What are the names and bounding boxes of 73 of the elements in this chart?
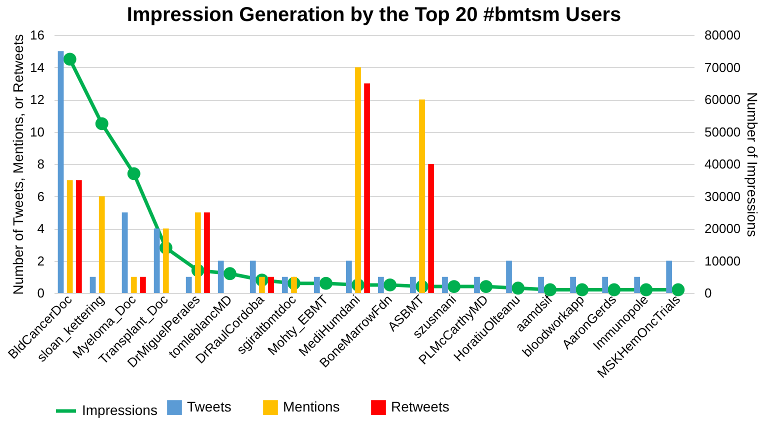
bar bbox=[98, 196, 105, 293]
legend-label: Retweets bbox=[391, 398, 450, 415]
y-tick-label: 0 bbox=[37, 286, 44, 300]
bar bbox=[218, 260, 224, 293]
bar bbox=[410, 276, 416, 293]
point bbox=[608, 283, 621, 296]
bar bbox=[194, 212, 201, 293]
bar bbox=[76, 180, 82, 293]
bar bbox=[378, 276, 384, 293]
bar bbox=[419, 100, 425, 293]
bar bbox=[666, 260, 672, 293]
point bbox=[512, 282, 525, 295]
bar bbox=[282, 276, 288, 293]
y-tick-label: 4 bbox=[37, 221, 44, 236]
bar bbox=[140, 276, 146, 293]
bar bbox=[291, 276, 297, 293]
bar bbox=[570, 276, 576, 293]
point bbox=[384, 278, 396, 292]
point bbox=[480, 280, 493, 294]
point bbox=[640, 283, 653, 296]
y2-tick-label: 50000 bbox=[704, 124, 741, 140]
y-tick-label: 8 bbox=[37, 156, 44, 172]
point bbox=[63, 52, 76, 66]
legend-label: Mentions bbox=[283, 398, 340, 415]
chart-title: Impression Generation by the Top 20 #bmtsm Users bbox=[126, 4, 622, 26]
bar bbox=[130, 276, 137, 293]
bar bbox=[122, 212, 128, 293]
bar bbox=[154, 228, 160, 293]
bar bbox=[259, 276, 265, 293]
bar bbox=[506, 260, 512, 293]
y-tick-label: 6 bbox=[37, 188, 44, 204]
bar bbox=[204, 212, 210, 293]
y2-axis-title: Number of Impressions bbox=[744, 92, 761, 237]
bar bbox=[346, 260, 352, 293]
y-tick-label: 12 bbox=[30, 92, 44, 107]
bar bbox=[634, 276, 640, 293]
bar bbox=[355, 67, 361, 293]
point bbox=[320, 276, 332, 290]
bar bbox=[162, 228, 169, 293]
point bbox=[672, 283, 685, 296]
y-tick-label: 2 bbox=[37, 253, 44, 268]
y2-tick-label: 20000 bbox=[704, 221, 741, 236]
point bbox=[576, 283, 589, 296]
bar bbox=[314, 276, 320, 293]
bar bbox=[268, 276, 274, 293]
y-axis-title: Number of Tweets, Mentions, or Retweets bbox=[10, 34, 26, 295]
point bbox=[223, 267, 236, 280]
bar bbox=[250, 260, 256, 293]
y2-tick-label: 10000 bbox=[704, 253, 741, 268]
point bbox=[448, 280, 461, 294]
point bbox=[127, 167, 140, 180]
y-tick-label: 14 bbox=[30, 60, 44, 75]
bar bbox=[474, 276, 480, 293]
bar bbox=[58, 51, 64, 293]
bar bbox=[602, 276, 608, 293]
bar bbox=[90, 276, 96, 293]
legend-label: Impressions bbox=[82, 402, 158, 418]
y2-tick-label: 80000 bbox=[704, 28, 741, 42]
bar bbox=[442, 276, 448, 293]
y-tick-label: 16 bbox=[30, 28, 44, 42]
point bbox=[95, 117, 108, 130]
bar bbox=[538, 276, 544, 293]
bar bbox=[428, 164, 434, 293]
y2-tick-label: 0 bbox=[704, 286, 712, 300]
y2-tick-label: 60000 bbox=[704, 92, 741, 107]
bar bbox=[66, 180, 73, 293]
y2-tick-label: 70000 bbox=[704, 60, 741, 75]
bar bbox=[364, 83, 370, 293]
y2-tick-label: 30000 bbox=[704, 188, 741, 204]
y-tick-label: 10 bbox=[30, 124, 44, 140]
y2-tick-label: 40000 bbox=[704, 156, 741, 172]
bar bbox=[186, 276, 192, 293]
legend-label: Tweets bbox=[187, 398, 232, 415]
